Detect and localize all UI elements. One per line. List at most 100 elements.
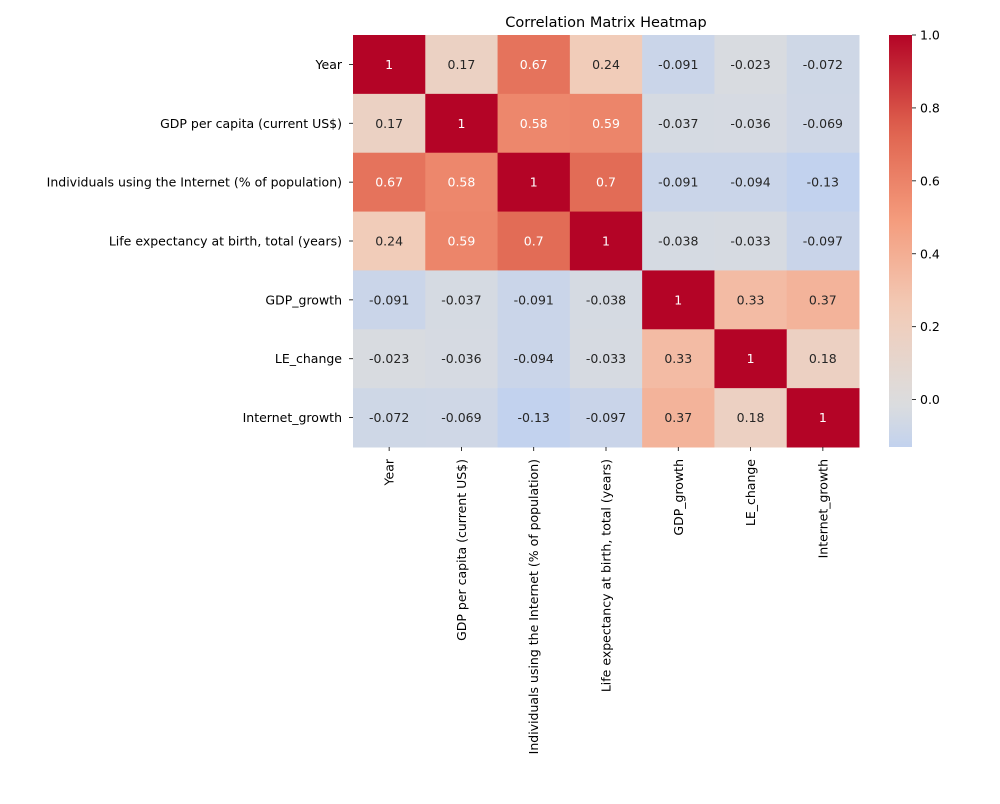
heatmap-cell: [497, 270, 571, 330]
colorbar-tick-label: 0.8: [920, 100, 940, 115]
cell-annotation: -0.023: [730, 57, 770, 72]
heatmap-cell: [714, 152, 788, 213]
cell-annotation: 0.67: [375, 175, 403, 190]
x-tick-label: Year: [382, 458, 397, 486]
cell-annotation: -0.036: [730, 116, 770, 131]
cell-annotation: -0.097: [803, 234, 843, 249]
cell-annotation: -0.037: [658, 116, 698, 131]
cell-annotation: -0.072: [803, 57, 843, 72]
cell-annotation: 1: [819, 410, 827, 425]
colorbar-tick-label: 0.6: [920, 173, 940, 188]
heatmap-cell: [353, 329, 426, 389]
x-tick-label: Individuals using the Internet (% of pop…: [526, 459, 541, 754]
cell-annotation: -0.069: [803, 116, 843, 131]
heatmap-cell: [569, 93, 643, 154]
heatmap-cell: [569, 152, 643, 213]
cell-annotation: 0.59: [592, 116, 620, 131]
cell-annotation: -0.072: [369, 410, 409, 425]
cell-annotation: -0.091: [514, 292, 554, 307]
heatmap-cell: [425, 152, 499, 213]
y-tick-label: Year: [315, 57, 343, 72]
heatmap-cell: [497, 93, 571, 154]
cell-annotation: 1: [530, 175, 538, 190]
heatmap-cell: [569, 35, 643, 95]
heatmap-cell: [714, 329, 788, 389]
y-tick-label: LE_change: [275, 351, 342, 366]
heatmap-cell: [497, 211, 571, 271]
x-tick-label: GDP_growth: [671, 459, 686, 536]
cell-annotation: -0.091: [658, 57, 698, 72]
heatmap-cell: [786, 35, 860, 95]
heatmap-cell: [425, 211, 499, 271]
heatmap-cell: [353, 270, 426, 330]
cell-annotation: -0.094: [514, 351, 554, 366]
heatmap-cell: [353, 388, 426, 448]
heatmap-cell: [786, 270, 860, 330]
cell-annotation: 0.18: [737, 410, 765, 425]
heatmap-cell: [642, 211, 715, 271]
heatmap-cell: [786, 329, 860, 389]
cell-annotation: -0.094: [730, 175, 770, 190]
cell-annotation: -0.069: [441, 410, 481, 425]
cell-annotation: 0.24: [592, 57, 620, 72]
x-tick-label: Life expectancy at birth, total (years): [599, 459, 614, 692]
heatmap-cell: [642, 329, 715, 389]
colorbar-tick-label: 1.0: [920, 28, 940, 43]
heatmap-cell: [569, 388, 643, 448]
x-tick-label: GDP per capita (current US$): [454, 459, 469, 641]
heatmap-cell: [569, 329, 643, 389]
cell-annotation: 1: [385, 57, 393, 72]
cell-annotation: -0.038: [658, 234, 698, 249]
heatmap-cell: [425, 93, 499, 154]
cell-annotation: 0.17: [375, 116, 403, 131]
heatmap-cell: [497, 35, 571, 95]
x-tick-label: LE_change: [743, 459, 758, 526]
heatmap-cell: [353, 152, 426, 213]
cell-annotation: 0.33: [737, 292, 765, 307]
colorbar: [889, 35, 912, 447]
cell-annotation: 1: [747, 351, 755, 366]
heatmap-cell: [353, 35, 426, 95]
heatmap-cell: [714, 270, 788, 330]
cell-annotation: 0.17: [448, 57, 476, 72]
cell-annotation: -0.13: [807, 175, 839, 190]
cell-annotation: 0.59: [448, 234, 476, 249]
cell-annotation: 0.37: [664, 410, 692, 425]
chart-title: Correlation Matrix Heatmap: [505, 15, 706, 31]
heatmap-cell: [786, 211, 860, 271]
heatmap-cell: [642, 93, 715, 154]
y-tick-label: Individuals using the Internet (% of pop…: [47, 175, 342, 190]
heatmap-cell: [425, 35, 499, 95]
cell-annotation: -0.13: [518, 410, 550, 425]
heatmap-cell: [497, 388, 571, 448]
cell-annotation: -0.097: [586, 410, 626, 425]
cell-annotation: -0.036: [441, 351, 481, 366]
heatmap-cell: [425, 270, 499, 330]
heatmap-cell: [497, 152, 571, 213]
cell-annotation: 0.24: [375, 234, 403, 249]
cell-annotation: 0.58: [520, 116, 548, 131]
cell-annotation: 1: [674, 292, 682, 307]
heatmap-cell: [714, 93, 788, 154]
cell-annotation: -0.033: [586, 351, 626, 366]
colorbar-tick-label: 0.2: [920, 319, 940, 334]
colorbar-tick-label: 0.4: [920, 246, 940, 261]
cell-annotation: 1: [602, 234, 610, 249]
heatmap-cell: [642, 388, 715, 448]
cell-annotation: 0.58: [448, 175, 476, 190]
heatmap-cell: [786, 93, 860, 154]
heatmap-cell: [353, 93, 426, 154]
heatmap-cell: [714, 211, 788, 271]
heatmap-cell: [642, 270, 715, 330]
y-tick-label: GDP per capita (current US$): [160, 116, 342, 131]
heatmap-cell: [425, 388, 499, 448]
cell-annotation: 0.18: [809, 351, 837, 366]
y-tick-label: GDP_growth: [265, 292, 342, 307]
cell-annotation: -0.023: [369, 351, 409, 366]
cell-annotation: 0.7: [524, 234, 544, 249]
heatmap-cell: [786, 388, 860, 448]
heatmap-cell: [425, 329, 499, 389]
heatmap-cell: [714, 35, 788, 95]
y-tick-label: Life expectancy at birth, total (years): [109, 234, 342, 249]
